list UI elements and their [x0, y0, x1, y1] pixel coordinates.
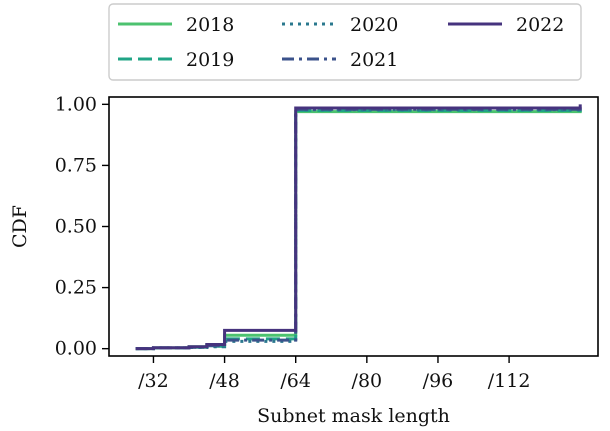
- x-tick-label: /48: [209, 370, 240, 392]
- y-tick-label: 0.00: [55, 338, 97, 360]
- x-tick-label: /32: [138, 370, 169, 392]
- axes-frame: [108, 96, 599, 357]
- y-tick-label: 0.25: [55, 277, 97, 299]
- y-tick-label: 0.75: [55, 154, 97, 176]
- series-line-2021: [135, 107, 582, 351]
- x-tick-label: /112: [488, 370, 531, 392]
- x-tick-label: /80: [352, 370, 383, 392]
- y-axis-label: CDF: [9, 205, 31, 248]
- x-tick-label: /64: [280, 370, 311, 392]
- legend-label-2020: 2020: [350, 14, 398, 36]
- series-line-2022: [135, 104, 582, 351]
- x-axis-label: Subnet mask length: [257, 405, 450, 427]
- x-tick-label: /96: [423, 370, 454, 392]
- legend-label-2022: 2022: [516, 14, 564, 36]
- series-line-2018: [135, 110, 582, 351]
- y-tick-label: 0.50: [55, 216, 97, 238]
- legend-label-2018: 2018: [186, 14, 234, 36]
- legend-label-2021: 2021: [350, 49, 398, 71]
- legend-frame: [108, 3, 582, 81]
- y-tick-label: 1.00: [55, 93, 97, 115]
- series-line-2020: [135, 108, 582, 351]
- series-line-2019: [135, 108, 582, 351]
- legend: 2018 2019 2020 2021 2022: [108, 3, 582, 81]
- legend-label-2019: 2019: [186, 49, 234, 71]
- plot-area: /32/48/64/80/96/112 0.00 0.25 0.50 0.75 1.00: [55, 93, 599, 392]
